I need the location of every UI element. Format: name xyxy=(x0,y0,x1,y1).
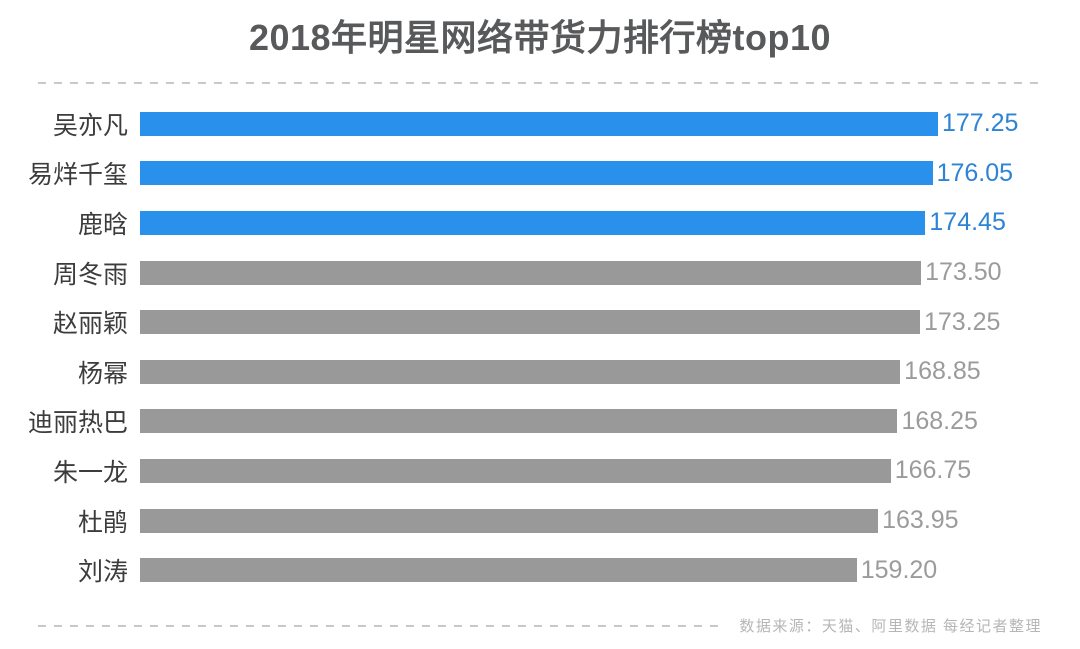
bottom-dashed-divider xyxy=(38,624,726,627)
bar-chart: 吴亦凡 177.25 易烊千玺 176.05 鹿晗 174.45 周冬雨 173.50 赵丽颖 1… xyxy=(0,99,1080,595)
category-label: 鹿晗 xyxy=(77,210,128,239)
value-label: 159.20 xyxy=(860,555,938,584)
bar-track: 168.25 xyxy=(140,406,1080,435)
bar-track: 168.85 xyxy=(140,357,1080,386)
bar-row: 朱一龙 166.75 xyxy=(0,446,1080,496)
category-label: 吴亦凡 xyxy=(52,111,128,140)
bar-row: 迪丽热巴 168.25 xyxy=(0,397,1080,447)
bar-track: 173.50 xyxy=(140,258,1080,287)
value-label: 166.75 xyxy=(894,456,972,485)
value-label: 176.05 xyxy=(936,158,1014,187)
bar xyxy=(140,260,922,285)
bar-track: 166.75 xyxy=(140,456,1080,485)
bar-track: 173.25 xyxy=(140,307,1080,336)
bar-track: 163.95 xyxy=(140,506,1080,535)
chart-title: 2018年明星网络带货力排行榜top10 xyxy=(248,17,832,58)
category-label: 杜鹃 xyxy=(77,508,128,537)
bar-row: 易烊千玺 176.05 xyxy=(0,149,1080,199)
bar xyxy=(140,210,926,235)
bar-track: 177.25 xyxy=(140,109,1080,138)
top-dashed-divider xyxy=(38,82,1042,84)
category-label: 易烊千玺 xyxy=(27,161,128,190)
bar-track: 174.45 xyxy=(140,208,1080,237)
value-label: 168.25 xyxy=(901,406,978,435)
value-label: 173.25 xyxy=(923,307,1001,336)
bar xyxy=(140,508,879,533)
category-label: 周冬雨 xyxy=(52,260,128,289)
category-label: 赵丽颖 xyxy=(52,310,128,339)
bar-track: 176.05 xyxy=(140,158,1080,187)
category-label: 朱一龙 xyxy=(52,458,128,487)
bar xyxy=(140,111,938,136)
value-label: 168.85 xyxy=(904,357,981,386)
bar-track: 159.20 xyxy=(140,555,1080,584)
bar-row: 周冬雨 173.50 xyxy=(0,248,1080,298)
bar xyxy=(140,310,920,335)
bar-row: 赵丽颖 173.25 xyxy=(0,297,1080,347)
bar-row: 刘涛 159.20 xyxy=(0,545,1080,595)
data-source-note: 数据来源：天猫、阿里数据 每经记者整理 xyxy=(739,618,1042,636)
category-label: 迪丽热巴 xyxy=(27,409,128,438)
bar xyxy=(140,161,933,186)
bar-row: 吴亦凡 177.25 xyxy=(0,99,1080,149)
value-label: 177.25 xyxy=(942,109,1019,138)
bar xyxy=(140,458,891,483)
bar-row: 杨幂 168.85 xyxy=(0,347,1080,397)
category-label: 杨幂 xyxy=(77,359,128,388)
bar-row: 鹿晗 174.45 xyxy=(0,198,1080,248)
bar-row: 杜鹃 163.95 xyxy=(0,496,1080,546)
value-label: 174.45 xyxy=(929,208,1006,237)
value-label: 163.95 xyxy=(882,506,959,535)
chart-footer: 数据来源：天猫、阿里数据 每经记者整理 xyxy=(38,617,1042,635)
category-label: 刘涛 xyxy=(77,558,128,587)
bar xyxy=(140,558,857,583)
bar xyxy=(140,409,898,434)
bar xyxy=(140,359,901,384)
value-label: 173.50 xyxy=(925,258,1002,287)
